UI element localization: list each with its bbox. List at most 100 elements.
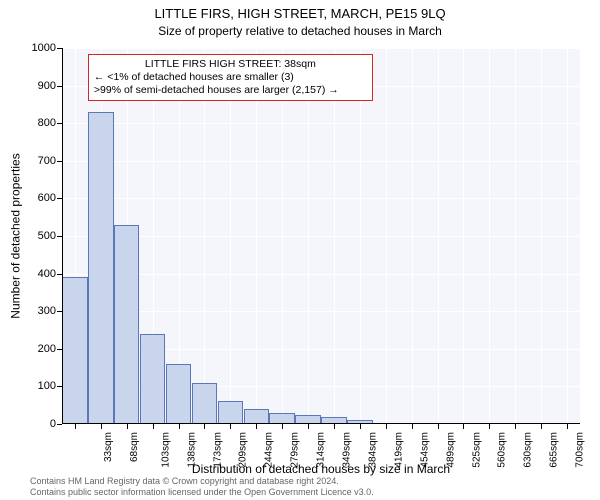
- chart-title: LITTLE FIRS, HIGH STREET, MARCH, PE15 9L…: [0, 6, 600, 21]
- gridline: [360, 48, 361, 424]
- y-tick-mark: [57, 424, 62, 425]
- y-tick-mark: [57, 48, 62, 49]
- x-tick-mark: [567, 424, 568, 429]
- x-tick-label: 314sqm: [316, 432, 327, 468]
- x-tick-label: 454sqm: [419, 432, 430, 468]
- footer-attribution: Contains HM Land Registry data © Crown c…: [30, 476, 374, 498]
- y-tick-label: 700: [16, 155, 56, 167]
- x-tick-mark: [463, 424, 464, 429]
- gridline: [463, 48, 464, 424]
- y-tick-mark: [57, 386, 62, 387]
- gridline: [62, 274, 580, 275]
- chart-subtitle: Size of property relative to detached ho…: [0, 24, 600, 38]
- x-tick-mark: [101, 424, 102, 429]
- x-tick-label: 244sqm: [264, 432, 275, 468]
- gridline: [62, 236, 580, 237]
- x-tick-mark: [256, 424, 257, 429]
- gridline: [541, 48, 542, 424]
- x-tick-mark: [308, 424, 309, 429]
- annotation-line: >99% of semi-detached houses are larger …: [94, 84, 367, 97]
- gridline: [62, 48, 580, 49]
- annotation-line: LITTLE FIRS HIGH STREET: 38sqm: [94, 58, 367, 71]
- histogram-bar: [244, 409, 269, 424]
- histogram-bar: [88, 112, 113, 424]
- x-tick-mark: [204, 424, 205, 429]
- gridline: [412, 48, 413, 424]
- footer-line-2: Contains public sector information licen…: [30, 487, 374, 498]
- x-tick-mark: [127, 424, 128, 429]
- y-tick-mark: [57, 311, 62, 312]
- x-tick-label: 665sqm: [549, 432, 560, 468]
- y-tick-label: 200: [16, 343, 56, 355]
- histogram-bar: [218, 401, 243, 424]
- y-tick-mark: [57, 274, 62, 275]
- histogram-bar: [166, 364, 191, 424]
- x-tick-label: 489sqm: [445, 432, 456, 468]
- x-tick-label: 173sqm: [212, 432, 223, 468]
- gridline: [204, 48, 205, 424]
- gridline: [256, 48, 257, 424]
- y-axis-line: [62, 48, 63, 424]
- x-tick-mark: [541, 424, 542, 429]
- x-tick-label: 349sqm: [342, 432, 353, 468]
- gridline: [282, 48, 283, 424]
- histogram-bar: [140, 334, 165, 424]
- x-tick-label: 138sqm: [186, 432, 197, 468]
- gridline: [62, 424, 580, 425]
- gridline: [62, 198, 580, 199]
- histogram-bar: [192, 383, 217, 424]
- y-tick-mark: [57, 349, 62, 350]
- x-tick-mark: [334, 424, 335, 429]
- gridline: [386, 48, 387, 424]
- gridline: [62, 161, 580, 162]
- x-tick-mark: [438, 424, 439, 429]
- gridline: [62, 311, 580, 312]
- x-tick-mark: [412, 424, 413, 429]
- x-tick-mark: [75, 424, 76, 429]
- x-tick-label: 525sqm: [471, 432, 482, 468]
- annotation-line: ← <1% of detached houses are smaller (3): [94, 71, 367, 84]
- gridline: [334, 48, 335, 424]
- x-tick-label: 419sqm: [393, 432, 404, 468]
- x-tick-mark: [489, 424, 490, 429]
- x-tick-mark: [230, 424, 231, 429]
- x-tick-label: 700sqm: [575, 432, 586, 468]
- y-tick-label: 900: [16, 80, 56, 92]
- gridline: [308, 48, 309, 424]
- histogram-bar: [62, 277, 87, 424]
- y-tick-label: 600: [16, 192, 56, 204]
- y-tick-label: 800: [16, 117, 56, 129]
- y-tick-mark: [57, 236, 62, 237]
- y-tick-label: 1000: [16, 42, 56, 54]
- x-tick-label: 33sqm: [103, 432, 114, 462]
- x-tick-mark: [282, 424, 283, 429]
- gridline: [489, 48, 490, 424]
- x-tick-label: 209sqm: [238, 432, 249, 468]
- x-tick-mark: [360, 424, 361, 429]
- annotation-box: LITTLE FIRS HIGH STREET: 38sqm← <1% of d…: [88, 54, 373, 101]
- y-tick-mark: [57, 198, 62, 199]
- gridline: [567, 48, 568, 424]
- x-tick-mark: [179, 424, 180, 429]
- y-tick-mark: [57, 86, 62, 87]
- y-tick-label: 100: [16, 380, 56, 392]
- x-tick-mark: [386, 424, 387, 429]
- y-tick-mark: [57, 161, 62, 162]
- footer-line-1: Contains HM Land Registry data © Crown c…: [30, 476, 374, 487]
- gridline: [515, 48, 516, 424]
- x-tick-label: 384sqm: [368, 432, 379, 468]
- y-tick-label: 500: [16, 230, 56, 242]
- gridline: [438, 48, 439, 424]
- chart-figure: LITTLE FIRS, HIGH STREET, MARCH, PE15 9L…: [0, 0, 600, 500]
- y-tick-label: 0: [16, 418, 56, 430]
- x-tick-label: 560sqm: [497, 432, 508, 468]
- y-tick-mark: [57, 123, 62, 124]
- plot-area: LITTLE FIRS HIGH STREET: 38sqm← <1% of d…: [62, 48, 580, 424]
- gridline: [62, 123, 580, 124]
- y-tick-label: 400: [16, 268, 56, 280]
- x-tick-label: 279sqm: [290, 432, 301, 468]
- x-tick-label: 103sqm: [160, 432, 171, 468]
- histogram-bar: [114, 225, 139, 424]
- gridline: [230, 48, 231, 424]
- x-tick-mark: [515, 424, 516, 429]
